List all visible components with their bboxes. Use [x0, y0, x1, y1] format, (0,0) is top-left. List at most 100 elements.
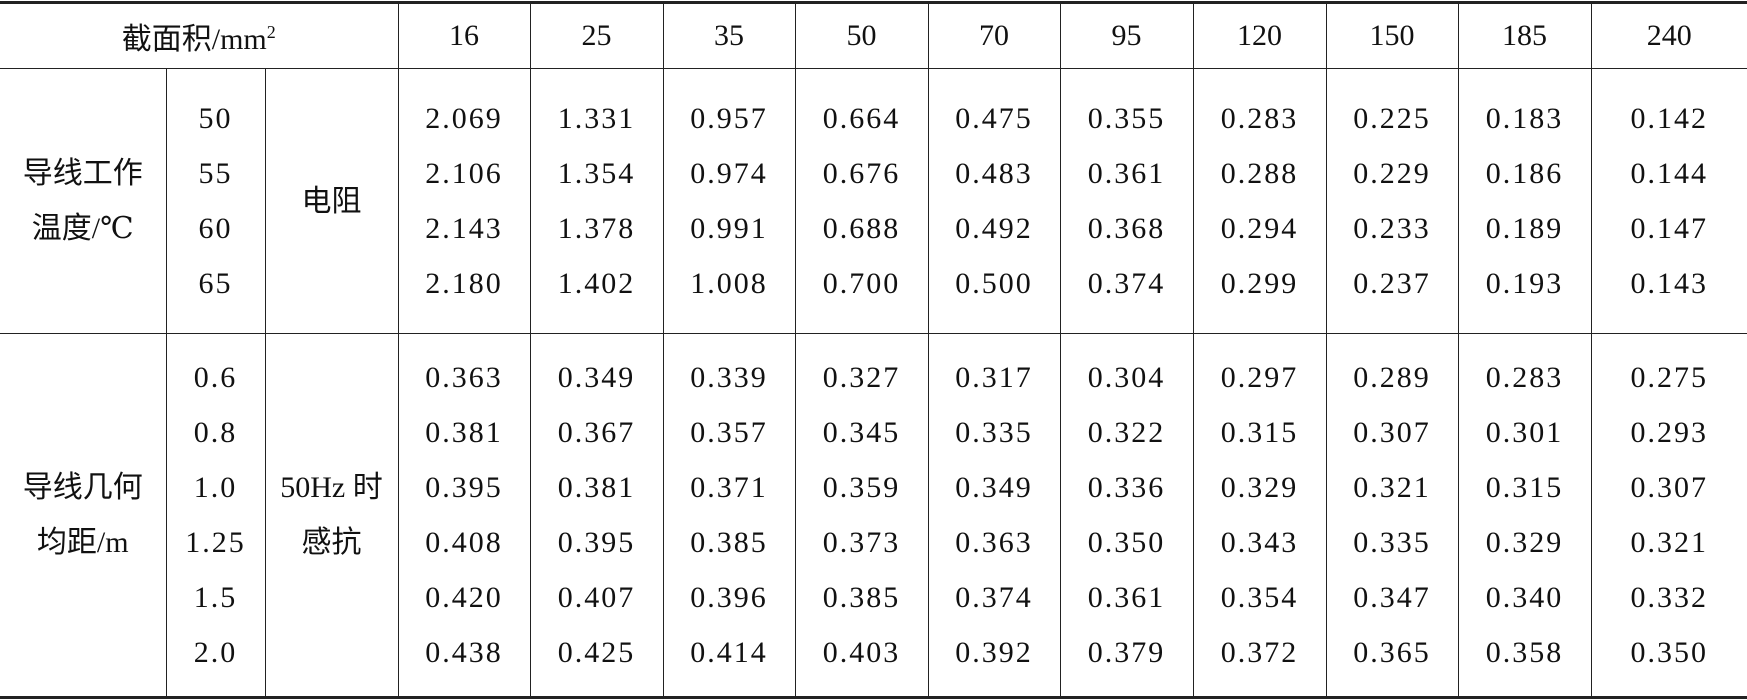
value: 0.225 — [1353, 102, 1431, 135]
value-cell: 2.069 2.106 2.143 2.180 — [397, 68, 531, 334]
value: 0.186 — [1485, 157, 1564, 190]
header-label: 截面积/mm — [121, 23, 267, 56]
value: 0.395 — [425, 471, 503, 504]
value-cell: 0.297 0.315 0.329 0.343 0.354 0.372 — [1192, 333, 1327, 699]
value: 0.327 — [822, 361, 901, 394]
param: 60 — [198, 212, 233, 245]
value-cell: 0.355 0.361 0.368 0.374 — [1059, 68, 1194, 334]
group-label: 导线工作 — [22, 157, 143, 190]
value-cell: 0.664 0.676 0.688 0.700 — [794, 68, 929, 334]
value: 0.347 — [1353, 581, 1431, 614]
value: 0.233 — [1353, 212, 1431, 245]
value: 0.340 — [1485, 581, 1564, 614]
value: 0.354 — [1220, 581, 1299, 614]
value: 2.180 — [425, 267, 503, 300]
value: 0.438 — [425, 636, 503, 669]
value: 0.408 — [425, 526, 503, 559]
value-cell: 0.283 0.301 0.315 0.329 0.340 0.358 — [1457, 333, 1592, 699]
value: 0.307 — [1630, 471, 1709, 504]
value-cell: 0.363 0.381 0.395 0.408 0.420 0.438 — [397, 333, 531, 699]
value: 0.483 — [955, 157, 1033, 190]
value: 0.425 — [557, 636, 636, 669]
value: 0.403 — [822, 636, 901, 669]
value: 0.492 — [955, 212, 1033, 245]
quantity: 电阻 — [301, 184, 362, 218]
value: 1.331 — [557, 102, 636, 135]
group-label-cell: 导线几何 均距/m — [0, 333, 167, 699]
header-label-cell: 截面积/mm2 — [0, 1, 399, 69]
quantity: 感抗 — [301, 526, 362, 559]
param: 1.25 — [185, 526, 246, 559]
header-cell: 16 — [397, 1, 531, 69]
value: 0.293 — [1630, 416, 1709, 449]
value: 0.189 — [1485, 212, 1564, 245]
value: 0.371 — [690, 471, 768, 504]
column-header: 70 — [979, 19, 1010, 52]
param: 50 — [198, 102, 233, 135]
value: 1.402 — [557, 267, 636, 300]
column-header: 35 — [714, 19, 745, 52]
value: 0.297 — [1220, 361, 1299, 394]
header-cell: 95 — [1059, 1, 1194, 69]
quantity: 50Hz 时 — [280, 471, 383, 504]
value: 0.392 — [955, 636, 1033, 669]
value: 0.367 — [557, 416, 636, 449]
value: 0.991 — [690, 212, 768, 245]
value: 0.385 — [822, 581, 901, 614]
value-cell: 0.289 0.307 0.321 0.335 0.347 0.365 — [1325, 333, 1459, 699]
header-label-sup: 2 — [266, 22, 276, 42]
value: 1.008 — [690, 267, 768, 300]
value: 0.365 — [1353, 636, 1431, 669]
value: 0.359 — [822, 471, 901, 504]
column-header: 95 — [1111, 19, 1142, 52]
value: 0.396 — [690, 581, 768, 614]
value: 0.332 — [1630, 581, 1709, 614]
column-header: 120 — [1237, 19, 1283, 52]
value: 0.385 — [690, 526, 768, 559]
value: 0.357 — [690, 416, 768, 449]
value: 0.304 — [1087, 361, 1166, 394]
value-cell: 0.275 0.293 0.307 0.321 0.332 0.350 — [1590, 333, 1747, 699]
value: 0.395 — [557, 526, 636, 559]
value-cell: 0.317 0.335 0.349 0.363 0.374 0.392 — [927, 333, 1061, 699]
value-cell: 0.225 0.229 0.233 0.237 — [1325, 68, 1459, 334]
column-header: 50 — [846, 19, 877, 52]
column-header: 16 — [449, 19, 480, 52]
header-cell: 185 — [1457, 1, 1592, 69]
param: 0.8 — [193, 416, 238, 449]
value: 0.343 — [1220, 526, 1299, 559]
value: 0.676 — [822, 157, 901, 190]
param: 0.6 — [193, 361, 238, 394]
value: 0.335 — [955, 416, 1033, 449]
value: 0.957 — [690, 102, 768, 135]
group-label: 均距/m — [36, 526, 129, 559]
value: 0.315 — [1485, 471, 1564, 504]
column-header: 185 — [1502, 19, 1548, 52]
value: 0.144 — [1630, 157, 1709, 190]
value: 0.283 — [1220, 102, 1299, 135]
header-row: 截面积/mm2 16 25 35 50 70 95 120 150 185 240 — [0, 1, 1747, 69]
header-cell: 150 — [1325, 1, 1459, 69]
param: 1.5 — [193, 581, 238, 614]
value: 0.363 — [955, 526, 1033, 559]
quantity-cell: 电阻 — [264, 68, 399, 334]
value: 0.345 — [822, 416, 901, 449]
header-cell: 35 — [662, 1, 796, 69]
value: 0.368 — [1087, 212, 1166, 245]
param: 1.0 — [193, 471, 238, 504]
value-cell: 0.349 0.367 0.381 0.395 0.407 0.425 — [529, 333, 664, 699]
value: 0.381 — [557, 471, 636, 504]
value: 0.307 — [1353, 416, 1431, 449]
header-cell: 70 — [927, 1, 1061, 69]
value: 0.700 — [822, 267, 901, 300]
value: 0.289 — [1353, 361, 1431, 394]
param: 55 — [198, 157, 233, 190]
value: 0.329 — [1220, 471, 1299, 504]
group-row: 导线工作 温度/℃ 50 55 60 65 电阻 2.069 2.106 2.143 2.180 1.… — [0, 68, 1747, 334]
param-cell: 0.6 0.8 1.0 1.25 1.5 2.0 — [165, 333, 266, 699]
header-cell: 240 — [1590, 1, 1747, 69]
value: 0.283 — [1485, 361, 1564, 394]
value: 0.301 — [1485, 416, 1564, 449]
value: 0.193 — [1485, 267, 1564, 300]
